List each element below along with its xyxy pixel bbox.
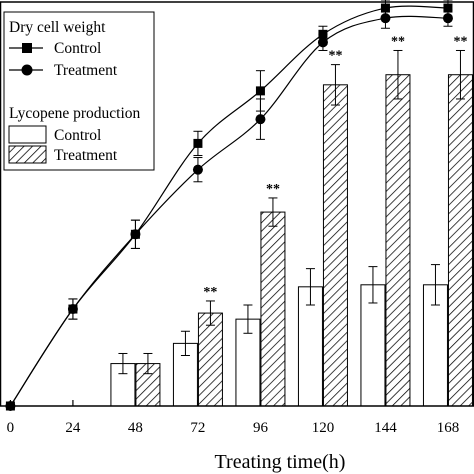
significance-label-144h: ** bbox=[391, 34, 405, 49]
point-control-96h bbox=[255, 86, 265, 96]
bar-treatment-96h bbox=[260, 211, 286, 407]
point-treatment-48h bbox=[130, 229, 141, 240]
point-treatment-24h bbox=[67, 304, 78, 315]
bars-layer: ** ** ** ** ** bbox=[110, 34, 473, 407]
legend-swatch-treatment bbox=[8, 145, 47, 164]
legend-group-title-lycopene: Lycopene production bbox=[9, 105, 141, 122]
significance-label-168h: ** bbox=[453, 34, 467, 49]
point-treatment-96h bbox=[255, 114, 266, 125]
x-tick-label-72: 72 bbox=[190, 420, 205, 436]
legend: Dry cell weight Control Treatment Lycope… bbox=[3, 11, 155, 171]
bar-treatment-144h bbox=[385, 74, 411, 407]
point-treatment-144h bbox=[380, 13, 391, 24]
x-tick-label-144: 144 bbox=[374, 420, 397, 436]
x-tick-label-96: 96 bbox=[253, 420, 269, 436]
point-treatment-72h bbox=[192, 164, 203, 175]
point-control-168h bbox=[443, 3, 453, 13]
legend-label-bar-treatment: Treatment bbox=[54, 147, 118, 164]
legend-label-bar-control: Control bbox=[54, 127, 101, 144]
legend-label-line-treatment: Treatment bbox=[54, 62, 118, 79]
point-treatment-168h bbox=[442, 13, 453, 24]
legend-frame bbox=[3, 11, 155, 171]
legend-label-line-control: Control bbox=[54, 40, 101, 57]
bar-treatment-168h bbox=[447, 74, 473, 407]
legend-marker-circle bbox=[21, 64, 33, 76]
x-tick-label-120: 120 bbox=[312, 420, 335, 436]
point-treatment-120h bbox=[317, 37, 328, 48]
significance-label-72h: ** bbox=[203, 285, 217, 300]
x-tick-label-24: 24 bbox=[65, 420, 81, 436]
x-tick-label-48: 48 bbox=[128, 420, 143, 436]
x-tick-label-168: 168 bbox=[437, 420, 460, 436]
x-axis-title: Treating time(h) bbox=[215, 451, 346, 473]
lines-layer bbox=[5, 0, 453, 411]
significance-label-120h: ** bbox=[328, 49, 342, 64]
bar-treatment-120h bbox=[322, 84, 348, 407]
point-control-72h bbox=[193, 138, 203, 148]
legend-group-title-dry-cell-weight: Dry cell weight bbox=[9, 19, 106, 36]
legend-swatch-control bbox=[8, 125, 47, 144]
significance-label-96h: ** bbox=[266, 182, 280, 197]
legend-marker-square bbox=[22, 43, 32, 53]
bar-treatment-72h bbox=[197, 312, 223, 407]
x-tick-label-0: 0 bbox=[7, 420, 15, 436]
